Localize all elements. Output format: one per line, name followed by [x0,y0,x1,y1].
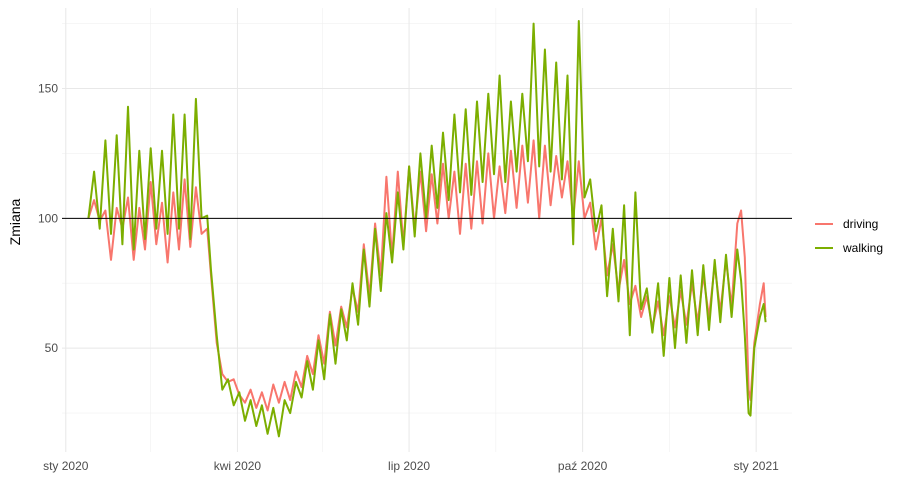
y-tick-label: 50 [45,341,59,355]
legend-label-walking: walking [842,241,883,255]
x-tick-label: kwi 2020 [214,459,262,473]
y-axis-title: Zmiana [7,198,23,245]
x-tick-label: paź 2020 [558,459,608,473]
legend: driving walking [815,217,883,255]
x-tick-label: lip 2020 [388,459,430,473]
x-tick-label: sty 2020 [43,459,89,473]
series-lines [87,20,767,438]
y-tick-label: 100 [38,211,58,225]
x-tick-labels: sty 2020 kwi 2020 lip 2020 paź 2020 sty 2021 [43,459,779,473]
series-line-driving [87,139,767,412]
series-line-walking [87,20,767,438]
legend-label-driving: driving [843,217,878,231]
x-tick-label: sty 2021 [733,459,779,473]
y-tick-label: 150 [38,81,58,95]
y-tick-labels: 50 100 150 [38,81,58,355]
